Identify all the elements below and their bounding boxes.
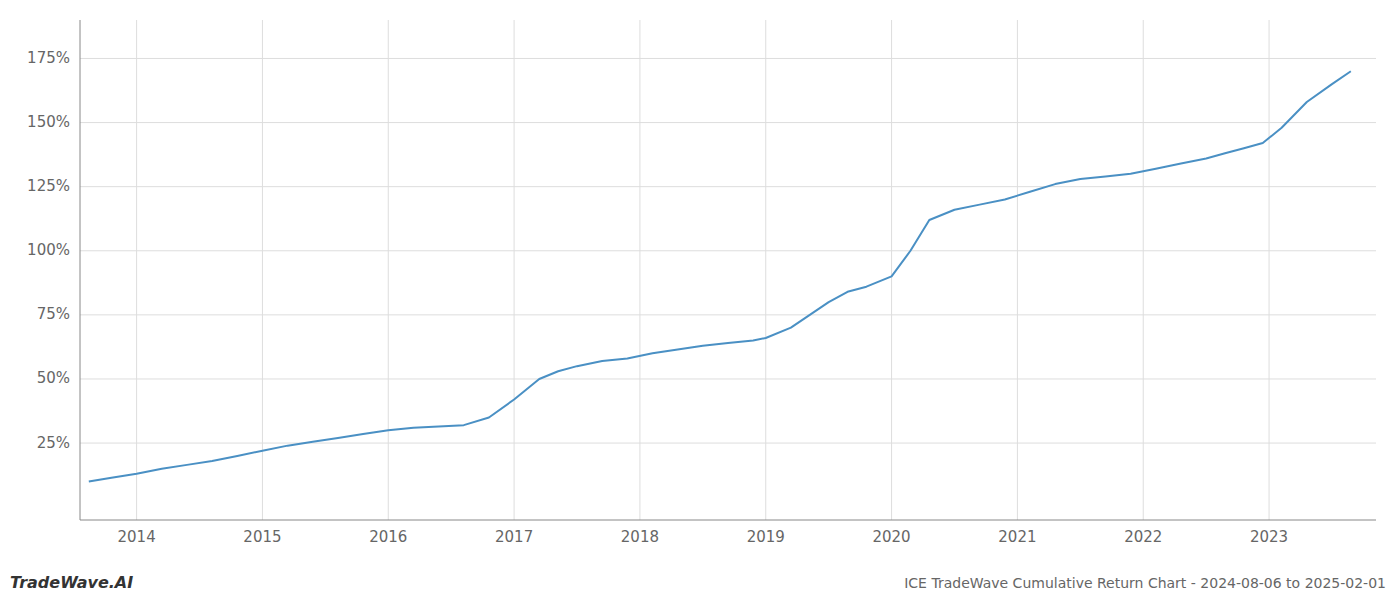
y-grid-line — [80, 58, 1376, 59]
chart: 25% 50% 75% 100% 125% 150% 175% 2014 2015 2016 201… — [0, 0, 1400, 600]
x-tick-label: 2015 — [243, 528, 281, 546]
x-grid-line — [1143, 20, 1144, 520]
y-tick-label: 100% — [27, 241, 70, 259]
x-grid-line — [639, 20, 640, 520]
y-tick-label: 50% — [37, 369, 70, 387]
title: ICE TradeWave Cumulative Return Chart - … — [904, 575, 1386, 591]
x-grid-line — [1017, 20, 1018, 520]
y-grid-line — [80, 314, 1376, 315]
x-tick-label: 2020 — [872, 528, 910, 546]
y-tick-label: 175% — [27, 49, 70, 67]
x-grid-line — [262, 20, 263, 520]
y-tick-label: 25% — [37, 434, 70, 452]
y-grid-line — [80, 250, 1376, 251]
y-grid-line — [80, 122, 1376, 123]
annotation: TradeWave.AI — [10, 573, 133, 592]
y-grid-line — [80, 443, 1376, 444]
x-grid-line — [765, 20, 766, 520]
x-tick-label: 2018 — [621, 528, 659, 546]
x-axis-line — [80, 520, 1376, 521]
x-tick-label: 2023 — [1250, 528, 1288, 546]
x-tick-label: 2022 — [1124, 528, 1162, 546]
x-tick-label: 2017 — [495, 528, 533, 546]
x-grid-line — [1269, 20, 1270, 520]
y-tick-label: 150% — [27, 113, 70, 131]
axes: 25% 50% 75% 100% 125% 150% 175% 2014 2015 2016 201… — [27, 20, 1376, 546]
y-tick-label: 75% — [37, 305, 70, 323]
y-tick-label: 125% — [27, 177, 70, 195]
x-tick-label: 2016 — [369, 528, 407, 546]
y-grid-line — [80, 378, 1376, 379]
y-grid-line — [80, 186, 1376, 187]
x-grid-line — [891, 20, 892, 520]
x-tick-label: 2019 — [747, 528, 785, 546]
x-grid-line — [514, 20, 515, 520]
grid — [80, 20, 1376, 520]
x-grid-line — [388, 20, 389, 520]
y-axis-line — [80, 20, 81, 520]
x-tick-label: 2021 — [998, 528, 1036, 546]
x-grid-line — [136, 20, 137, 520]
series-line — [89, 71, 1351, 481]
plot-area — [89, 71, 1351, 481]
x-tick-label: 2014 — [118, 528, 156, 546]
